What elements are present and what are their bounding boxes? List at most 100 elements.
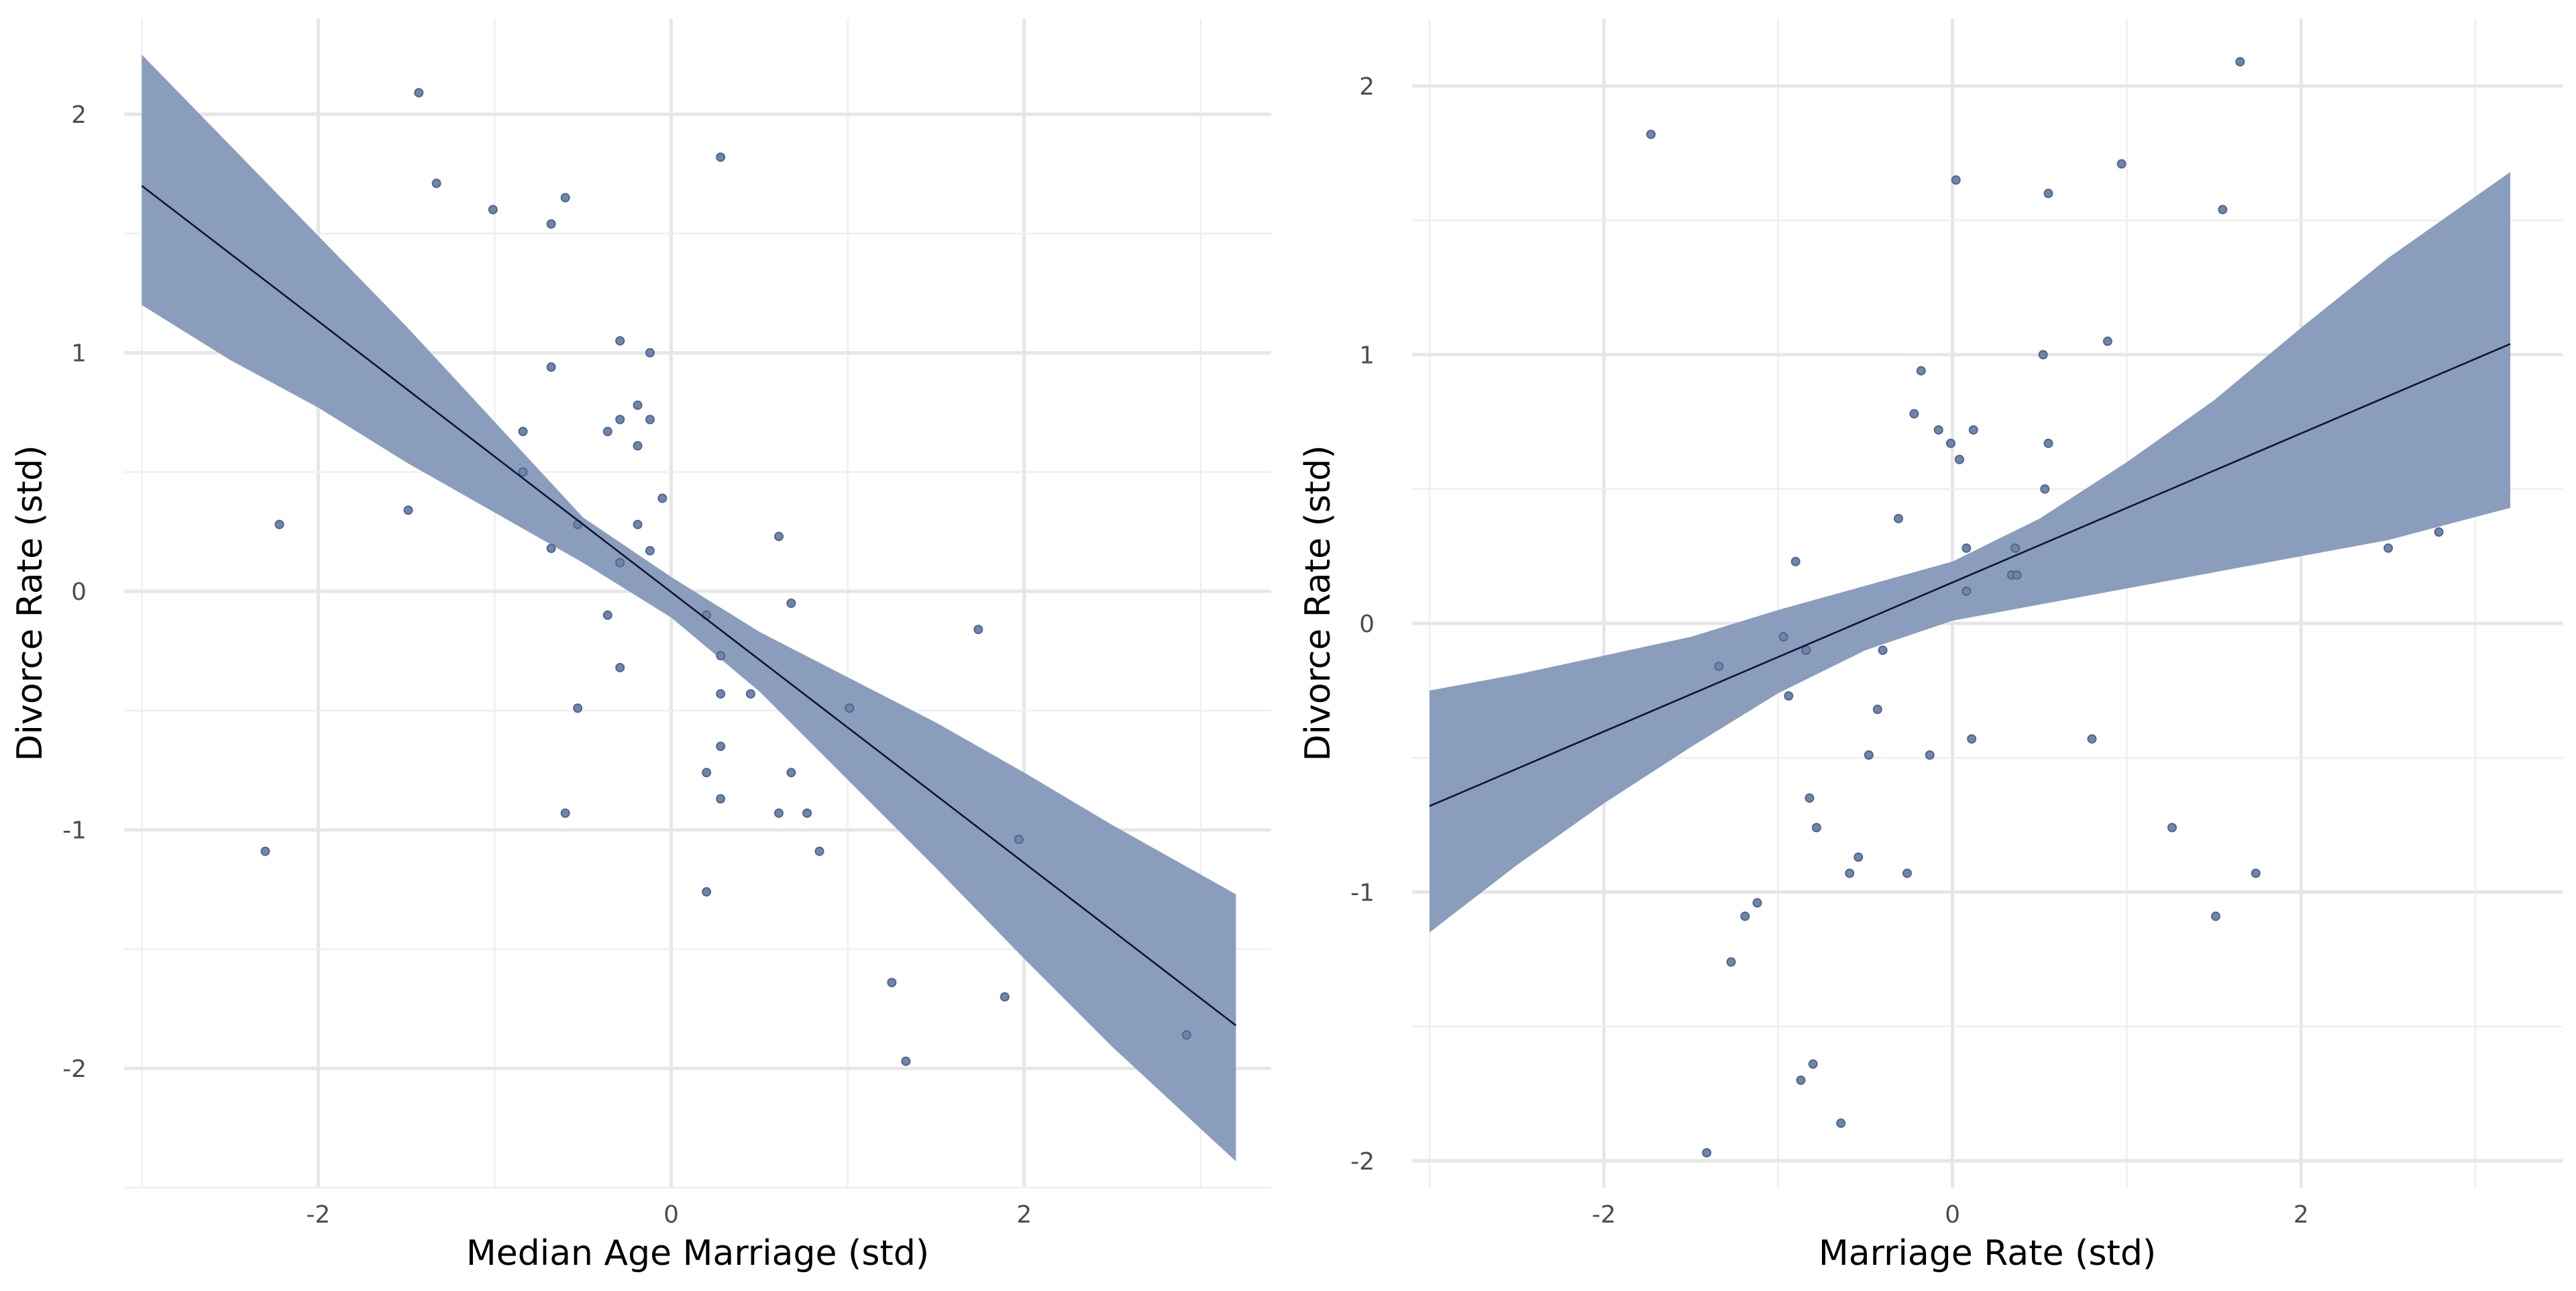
data-point	[602, 427, 612, 437]
data-point	[2218, 205, 2228, 215]
y-tick-label: -1	[62, 817, 87, 845]
data-point	[1909, 409, 1919, 419]
data-points	[1646, 57, 2444, 1157]
data-point	[716, 152, 726, 162]
data-point	[2251, 868, 2261, 878]
data-point	[602, 610, 612, 620]
data-point	[1726, 957, 1736, 967]
y-tick-label: 0	[1359, 611, 1375, 638]
data-point	[615, 335, 625, 346]
x-tick-label: 0	[1945, 1201, 1960, 1229]
x-tick-label: 2	[1016, 1201, 1032, 1229]
y-tick-label: 1	[71, 340, 87, 368]
data-point	[1967, 734, 1977, 744]
data-point	[1646, 130, 1656, 140]
y-tick-label: -1	[1350, 879, 1375, 907]
data-point	[1801, 646, 1811, 656]
data-point	[786, 768, 796, 778]
data-point	[2210, 911, 2220, 921]
data-point	[1000, 992, 1010, 1002]
data-point	[1181, 1030, 1191, 1040]
data-point	[615, 415, 625, 425]
data-point	[633, 441, 643, 451]
data-points	[260, 88, 1191, 1066]
data-point	[2087, 734, 2097, 744]
data-point	[645, 415, 655, 425]
data-point	[260, 846, 270, 856]
data-point	[1854, 852, 1864, 862]
grid	[124, 19, 1271, 1189]
data-point	[1740, 911, 1750, 921]
data-point	[633, 400, 643, 410]
data-point	[1933, 425, 1943, 435]
y-tick-label: -2	[1350, 1148, 1375, 1176]
data-point	[633, 519, 643, 529]
data-point	[1925, 750, 1935, 760]
y-tick-label: 1	[1359, 342, 1375, 370]
data-point	[774, 531, 784, 541]
data-point	[786, 599, 796, 608]
right-panel: -2 0 2 -2 -1 0 1 2 Marriage Rate (std) Divorce Ra…	[1298, 19, 2563, 1274]
data-point	[414, 88, 424, 98]
regression-line	[141, 185, 1237, 1027]
data-point	[546, 219, 556, 229]
data-point	[1951, 175, 1961, 185]
data-point	[1845, 868, 1855, 878]
data-point	[814, 846, 824, 856]
data-point	[716, 741, 726, 752]
y-tick-label: 0	[71, 578, 87, 606]
interval-ribbon	[1429, 172, 2511, 933]
y-tick-label: -2	[62, 1055, 87, 1083]
data-point	[615, 662, 625, 672]
grid	[1412, 19, 2563, 1188]
data-point	[1796, 1075, 1806, 1085]
data-point	[716, 651, 726, 661]
data-point	[645, 546, 655, 556]
y-axis-title: Divorce Rate (std)	[1298, 445, 1338, 761]
data-point	[1872, 705, 1882, 715]
data-point	[1945, 438, 1955, 448]
data-point	[1893, 513, 1903, 523]
data-point	[431, 178, 441, 189]
data-point	[1808, 1059, 1818, 1069]
y-tick-label: 2	[1359, 73, 1375, 101]
data-point	[1805, 793, 1815, 803]
data-point	[2102, 336, 2112, 346]
data-point	[2043, 189, 2053, 199]
data-point	[2235, 57, 2245, 67]
data-point	[1864, 750, 1874, 760]
data-point	[645, 348, 655, 358]
data-point	[887, 978, 897, 988]
data-point	[573, 703, 583, 713]
data-point	[1702, 1147, 1712, 1157]
data-point	[2434, 527, 2444, 537]
data-point	[1811, 823, 1821, 833]
y-axis-title: Divorce Rate (std)	[10, 445, 50, 761]
x-tick-label: 2	[2294, 1201, 2309, 1229]
x-tick-label: -2	[1592, 1201, 1616, 1229]
data-point	[2383, 543, 2394, 553]
data-point	[973, 625, 983, 635]
data-point	[1784, 691, 1794, 701]
data-point	[1878, 646, 1888, 656]
data-point	[1902, 868, 1912, 878]
data-point	[716, 794, 726, 804]
regression-line	[1429, 343, 2511, 807]
x-tick-label: 0	[663, 1201, 679, 1229]
data-point	[901, 1056, 911, 1066]
data-point	[1968, 425, 1978, 435]
interval-ribbon	[142, 54, 1236, 1161]
x-tick-label: -2	[306, 1201, 330, 1229]
data-point	[657, 493, 667, 503]
data-point	[1962, 586, 1972, 596]
data-point	[1954, 454, 1964, 464]
data-point	[702, 887, 712, 897]
data-point	[2116, 159, 2127, 169]
data-point	[1836, 1118, 1846, 1128]
data-point	[274, 519, 284, 529]
data-point	[2167, 823, 2177, 833]
data-point	[774, 808, 784, 818]
data-point	[488, 205, 498, 215]
data-point	[1916, 366, 1926, 376]
